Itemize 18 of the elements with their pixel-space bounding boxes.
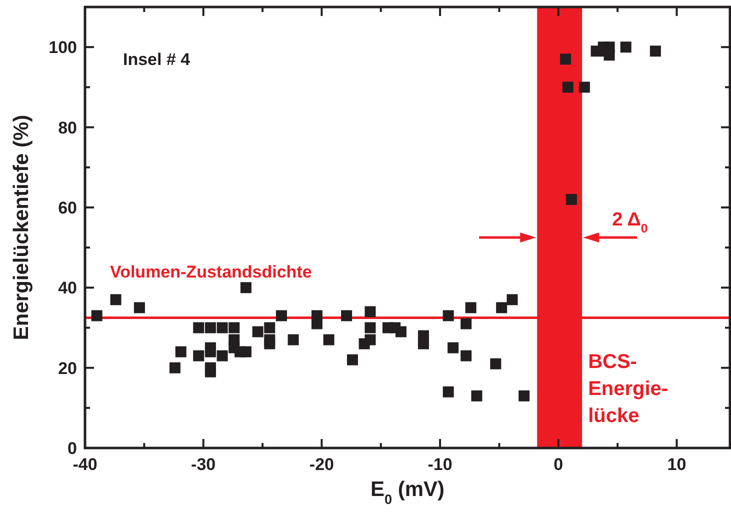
y-tick-label: 80: [58, 118, 77, 138]
annotation: 2 Δ$_{0}$: [612, 209, 648, 236]
x-tick-label: 0: [554, 455, 564, 474]
y-tick-label: 20: [58, 358, 77, 378]
x-tick-label: -20: [309, 455, 334, 474]
x-tick-label: -30: [191, 455, 216, 474]
x-tick-label: -10: [428, 455, 452, 474]
x-tick-label: -40: [72, 455, 98, 474]
annotation: Insel # 4: [123, 50, 191, 69]
y-tick-label: 0: [68, 439, 77, 458]
y-axis-title: Energielückentiefe (%): [10, 114, 33, 340]
x-axis-title: E$_{0}$ (mV): [370, 478, 445, 506]
band-label: BCS-Energie-lücke: [588, 350, 668, 427]
x-tick-label: 10: [667, 455, 686, 474]
y-tick-label: 60: [58, 198, 77, 218]
y-tick-label: 40: [58, 278, 77, 298]
y-tick-label: 100: [48, 38, 77, 58]
ref-line-label: Volumen-Zustandsdichte: [110, 262, 312, 282]
